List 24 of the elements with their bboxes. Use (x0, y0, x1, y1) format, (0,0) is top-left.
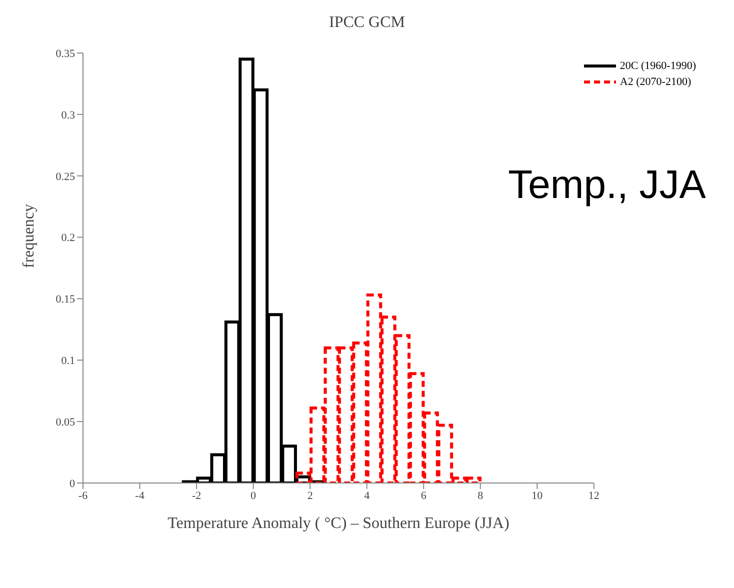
x-tick-label: 10 (532, 490, 544, 502)
chart-title: IPCC GCM (328, 14, 406, 32)
y-tick-label: 0.15 (56, 294, 76, 306)
y-axis-title: frequency (20, 204, 38, 268)
x-tick-label: -2 (192, 490, 202, 502)
x-tick-label: 12 (588, 490, 600, 502)
y-tick-label: 0 (70, 478, 76, 490)
x-axis-title: Temperature Anomaly ( °C) – Southern Europe (JJA) (168, 515, 510, 532)
y-tick-label: 0.05 (56, 416, 76, 428)
y-tick-label: 0.1 (61, 355, 75, 368)
x-tick-label: -6 (78, 490, 88, 502)
legend-label: 20C (1960-1990) (620, 59, 696, 74)
x-tick-label: 2 (307, 490, 313, 502)
y-tick-label: 0.3 (61, 109, 76, 122)
x-tick-label: 6 (420, 490, 427, 502)
x-tick-label: 8 (478, 490, 484, 502)
y-tick-label: 0.2 (61, 232, 75, 244)
x-tick-label: 0 (250, 490, 257, 502)
legend-label: A2 (2070-2100) (620, 75, 692, 90)
x-tick-label: 4 (364, 490, 370, 502)
y-tick-label: 0.25 (56, 170, 76, 183)
y-tick-label: 0.35 (56, 48, 76, 60)
x-tick-label: -4 (135, 490, 145, 502)
annotation: Temp., JJA (508, 163, 706, 208)
